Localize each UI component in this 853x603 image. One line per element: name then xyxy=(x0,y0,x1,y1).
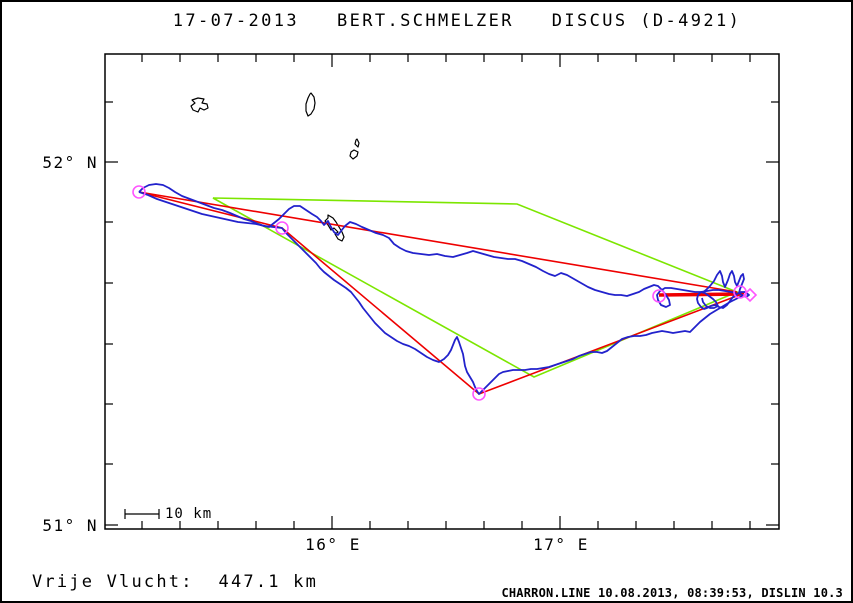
map-feature-outline xyxy=(349,149,359,160)
gps-track xyxy=(696,270,750,310)
finish-leg xyxy=(658,292,745,297)
map-feature-outline xyxy=(354,138,360,148)
chart-title: 17-07-2013 BERT.SCHMELZER DISCUS (D-4921… xyxy=(172,11,742,31)
flight-track xyxy=(138,183,750,395)
x-axis-label-16e: 16° E xyxy=(305,535,361,554)
plot-frame xyxy=(104,53,780,530)
axis-ticks xyxy=(105,54,779,529)
y-axis-label-51n: 51° N xyxy=(42,516,98,535)
scale-bar xyxy=(124,509,160,519)
y-axis-label-52n: 52° N xyxy=(42,153,98,172)
home-diamond xyxy=(742,287,758,303)
map-border xyxy=(104,53,780,530)
turnpoint-circle xyxy=(472,387,486,401)
map-features xyxy=(190,92,360,242)
x-axis-label-17e: 17° E xyxy=(533,535,589,554)
map-feature-outline xyxy=(190,97,209,113)
task-leg xyxy=(138,191,738,293)
turnpoint-circle xyxy=(652,289,666,303)
turnpoint-circle xyxy=(132,185,146,199)
map-feature-outline xyxy=(305,92,316,117)
scale-bar-label: 10 km xyxy=(165,506,213,522)
task-legs xyxy=(138,191,745,395)
task-leg xyxy=(138,191,743,395)
program-credit-text: CHARRON.LINE 10.08.2013, 08:39:53, DISLI… xyxy=(501,586,843,600)
gps-track xyxy=(138,191,746,395)
map-feature-outline xyxy=(324,214,345,242)
turnpoint-markers xyxy=(132,185,758,401)
turnpoint-circle xyxy=(275,221,289,235)
flight-distance-text: Vrije Vlucht: 447.1 km xyxy=(32,572,319,592)
